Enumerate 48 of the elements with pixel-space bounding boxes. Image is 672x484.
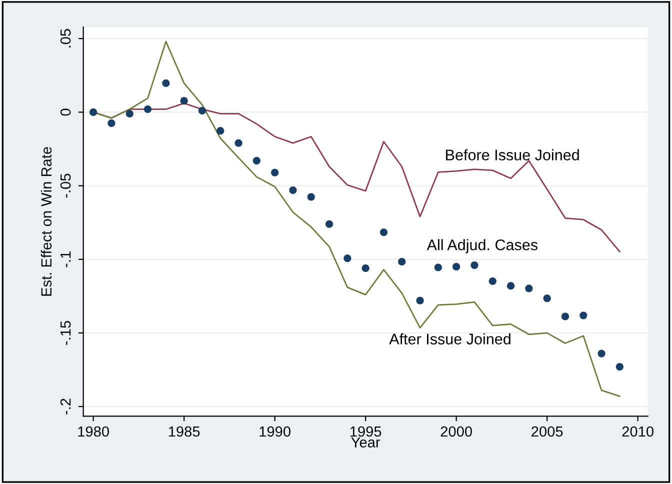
point — [289, 186, 297, 194]
point — [398, 258, 406, 266]
series-label: Before Issue Joined — [446, 149, 579, 160]
x-tick-label: 1980 — [78, 426, 109, 437]
point — [561, 312, 570, 320]
point — [198, 106, 206, 115]
point — [362, 264, 370, 272]
series-label: After Issue Joined — [389, 333, 510, 344]
x-tick-label: 2005 — [532, 426, 563, 437]
y-tick-label: -.05 — [60, 174, 71, 198]
x-tick-label: 1985 — [168, 426, 200, 437]
y-tick-label: 0 — [60, 108, 71, 116]
point — [543, 294, 551, 302]
point — [416, 296, 424, 304]
x-tick-label: 1995 — [350, 426, 382, 437]
point — [216, 127, 224, 135]
x-tick-label: 2000 — [440, 426, 472, 437]
point — [452, 262, 460, 271]
x-axis-title: Year — [351, 437, 380, 448]
y-tick-label: -.15 — [60, 320, 71, 345]
point — [488, 277, 496, 285]
point — [525, 284, 533, 292]
point — [344, 254, 352, 262]
point — [616, 362, 624, 371]
x-tick-label: 2010 — [622, 426, 654, 437]
point — [470, 261, 478, 270]
point — [380, 228, 388, 236]
point — [598, 350, 606, 358]
point — [271, 168, 279, 176]
point — [90, 108, 98, 116]
y-tick-label: .05 — [60, 29, 71, 48]
point — [234, 139, 242, 147]
point — [126, 110, 134, 118]
point — [580, 312, 588, 320]
point — [252, 156, 260, 165]
point — [325, 220, 334, 228]
y-axis-title: Est. Effect on Win Rate — [40, 147, 52, 296]
point — [180, 97, 188, 105]
point — [162, 79, 170, 87]
point — [307, 193, 315, 201]
point — [108, 119, 116, 128]
y-tick-label: -.2 — [60, 398, 71, 414]
x-tick-label: 1990 — [260, 426, 290, 437]
point — [434, 264, 442, 272]
point — [144, 105, 152, 114]
series-label: All Adjud. Cases — [426, 239, 538, 254]
point — [506, 282, 515, 290]
y-tick-label: -.1 — [60, 252, 71, 268]
